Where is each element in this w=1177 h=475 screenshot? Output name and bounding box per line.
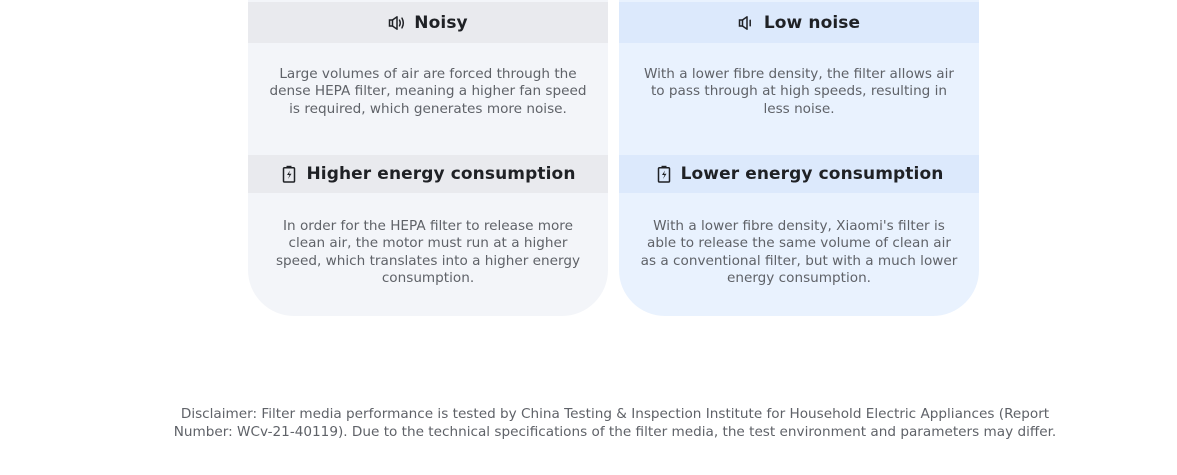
energy-title: Higher energy consumption xyxy=(306,164,576,184)
noise-title: Noisy xyxy=(414,12,468,33)
noise-header: Low noise xyxy=(619,2,979,43)
noise-description: With a lower fibre density, the filter a… xyxy=(644,66,954,117)
noise-title: Low noise xyxy=(763,12,861,33)
noise-description: Large volumes of air are forced through … xyxy=(269,66,587,117)
conventional-filter-card: Noisy Large volumes of air are forced th… xyxy=(248,0,608,316)
energy-description: With a lower fibre density, Xiaomi's fil… xyxy=(640,218,958,286)
energy-title: Lower energy consumption xyxy=(680,164,944,184)
disclaimer-text: Disclaimer: Filter media performance is … xyxy=(173,406,1057,440)
speaker-icon xyxy=(738,13,756,33)
energy-header: Higher energy consumption xyxy=(248,155,608,193)
battery-icon xyxy=(655,164,673,184)
battery-icon xyxy=(280,164,298,184)
energy-header: Lower energy consumption xyxy=(619,155,979,193)
energy-description: In order for the HEPA filter to release … xyxy=(275,218,581,286)
speaker-icon xyxy=(388,13,406,33)
xiaomi-filter-card: Low noise With a lower fibre density, th… xyxy=(619,0,979,316)
noise-header: Noisy xyxy=(248,2,608,43)
